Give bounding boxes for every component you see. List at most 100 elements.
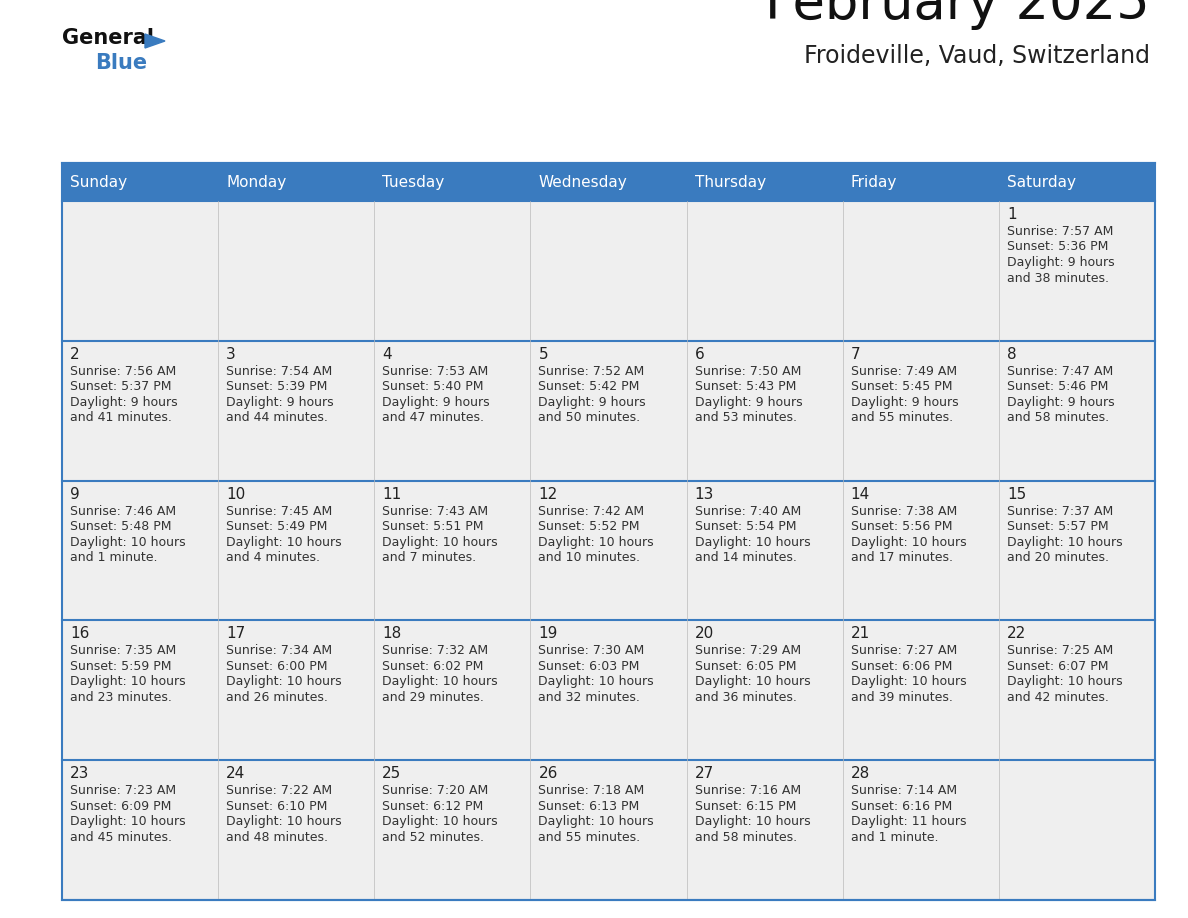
Text: Daylight: 10 hours: Daylight: 10 hours xyxy=(538,535,655,549)
Text: 13: 13 xyxy=(695,487,714,501)
Bar xyxy=(374,760,530,900)
Bar xyxy=(687,201,842,341)
Text: Sunset: 5:56 PM: Sunset: 5:56 PM xyxy=(851,521,953,533)
Text: Daylight: 10 hours: Daylight: 10 hours xyxy=(70,676,185,688)
Text: Sunset: 6:13 PM: Sunset: 6:13 PM xyxy=(538,800,639,812)
Text: 15: 15 xyxy=(1007,487,1026,501)
Text: Sunrise: 7:46 AM: Sunrise: 7:46 AM xyxy=(70,505,176,518)
Text: and 41 minutes.: and 41 minutes. xyxy=(70,411,172,424)
Bar xyxy=(687,341,842,481)
Text: Sunrise: 7:16 AM: Sunrise: 7:16 AM xyxy=(695,784,801,797)
Bar xyxy=(530,760,687,900)
Text: Sunset: 5:46 PM: Sunset: 5:46 PM xyxy=(1007,380,1108,393)
Bar xyxy=(62,341,219,481)
Text: Daylight: 10 hours: Daylight: 10 hours xyxy=(538,815,655,828)
Text: Sunrise: 7:30 AM: Sunrise: 7:30 AM xyxy=(538,644,645,657)
Text: February 2025: February 2025 xyxy=(765,0,1150,30)
Text: Sunrise: 7:29 AM: Sunrise: 7:29 AM xyxy=(695,644,801,657)
Text: Sunrise: 7:43 AM: Sunrise: 7:43 AM xyxy=(383,505,488,518)
Text: Sunset: 5:49 PM: Sunset: 5:49 PM xyxy=(226,521,328,533)
Text: and 10 minutes.: and 10 minutes. xyxy=(538,551,640,564)
Text: Sunset: 5:43 PM: Sunset: 5:43 PM xyxy=(695,380,796,393)
Bar xyxy=(530,201,687,341)
Text: 3: 3 xyxy=(226,347,236,362)
Bar xyxy=(374,201,530,341)
Text: and 29 minutes.: and 29 minutes. xyxy=(383,691,485,704)
Bar xyxy=(842,621,999,760)
Text: 22: 22 xyxy=(1007,626,1026,642)
Text: and 52 minutes.: and 52 minutes. xyxy=(383,831,485,844)
Bar xyxy=(842,341,999,481)
Bar xyxy=(687,760,842,900)
Bar xyxy=(999,341,1155,481)
Text: 26: 26 xyxy=(538,767,558,781)
Text: Froideville, Vaud, Switzerland: Froideville, Vaud, Switzerland xyxy=(804,44,1150,68)
Text: Sunset: 5:57 PM: Sunset: 5:57 PM xyxy=(1007,521,1108,533)
Text: and 38 minutes.: and 38 minutes. xyxy=(1007,272,1108,285)
Text: 2: 2 xyxy=(70,347,80,362)
Bar xyxy=(999,760,1155,900)
Bar xyxy=(842,481,999,621)
Bar xyxy=(374,621,530,760)
Text: Sunrise: 7:53 AM: Sunrise: 7:53 AM xyxy=(383,364,488,378)
Text: Sunset: 5:40 PM: Sunset: 5:40 PM xyxy=(383,380,484,393)
Text: Sunset: 5:42 PM: Sunset: 5:42 PM xyxy=(538,380,640,393)
Text: Daylight: 10 hours: Daylight: 10 hours xyxy=(851,676,966,688)
Text: 16: 16 xyxy=(70,626,89,642)
Text: Sunrise: 7:22 AM: Sunrise: 7:22 AM xyxy=(226,784,333,797)
Text: Sunset: 6:15 PM: Sunset: 6:15 PM xyxy=(695,800,796,812)
Text: 19: 19 xyxy=(538,626,558,642)
Text: Daylight: 9 hours: Daylight: 9 hours xyxy=(538,396,646,409)
Text: and 55 minutes.: and 55 minutes. xyxy=(538,831,640,844)
Text: Sunrise: 7:45 AM: Sunrise: 7:45 AM xyxy=(226,505,333,518)
Text: Sunset: 5:37 PM: Sunset: 5:37 PM xyxy=(70,380,171,393)
Text: and 39 minutes.: and 39 minutes. xyxy=(851,691,953,704)
Text: and 1 minute.: and 1 minute. xyxy=(70,551,158,564)
Bar xyxy=(687,621,842,760)
Text: Thursday: Thursday xyxy=(695,174,766,189)
Text: and 50 minutes.: and 50 minutes. xyxy=(538,411,640,424)
Text: Blue: Blue xyxy=(95,53,147,73)
Text: Daylight: 9 hours: Daylight: 9 hours xyxy=(851,396,959,409)
Text: Sunrise: 7:57 AM: Sunrise: 7:57 AM xyxy=(1007,225,1113,238)
Text: Daylight: 9 hours: Daylight: 9 hours xyxy=(226,396,334,409)
Text: 12: 12 xyxy=(538,487,557,501)
Text: Daylight: 9 hours: Daylight: 9 hours xyxy=(1007,396,1114,409)
Bar xyxy=(999,621,1155,760)
Text: and 58 minutes.: and 58 minutes. xyxy=(695,831,797,844)
Text: Sunset: 5:39 PM: Sunset: 5:39 PM xyxy=(226,380,328,393)
Text: 17: 17 xyxy=(226,626,246,642)
Text: and 17 minutes.: and 17 minutes. xyxy=(851,551,953,564)
Text: Daylight: 10 hours: Daylight: 10 hours xyxy=(538,676,655,688)
Text: and 23 minutes.: and 23 minutes. xyxy=(70,691,172,704)
Text: 7: 7 xyxy=(851,347,860,362)
Text: Daylight: 9 hours: Daylight: 9 hours xyxy=(695,396,802,409)
Bar xyxy=(219,481,374,621)
Text: Sunset: 6:10 PM: Sunset: 6:10 PM xyxy=(226,800,328,812)
Bar xyxy=(62,201,219,341)
Text: 5: 5 xyxy=(538,347,548,362)
Text: and 32 minutes.: and 32 minutes. xyxy=(538,691,640,704)
Text: Daylight: 10 hours: Daylight: 10 hours xyxy=(70,535,185,549)
Text: Sunset: 6:09 PM: Sunset: 6:09 PM xyxy=(70,800,171,812)
Text: 9: 9 xyxy=(70,487,80,501)
Text: 10: 10 xyxy=(226,487,246,501)
Text: Sunrise: 7:23 AM: Sunrise: 7:23 AM xyxy=(70,784,176,797)
Text: Sunrise: 7:25 AM: Sunrise: 7:25 AM xyxy=(1007,644,1113,657)
Text: and 45 minutes.: and 45 minutes. xyxy=(70,831,172,844)
Bar xyxy=(374,341,530,481)
Text: 28: 28 xyxy=(851,767,870,781)
Text: Daylight: 10 hours: Daylight: 10 hours xyxy=(383,815,498,828)
Text: Daylight: 10 hours: Daylight: 10 hours xyxy=(226,535,342,549)
Text: Sunrise: 7:37 AM: Sunrise: 7:37 AM xyxy=(1007,505,1113,518)
Text: Daylight: 9 hours: Daylight: 9 hours xyxy=(1007,256,1114,269)
Text: Sunrise: 7:40 AM: Sunrise: 7:40 AM xyxy=(695,505,801,518)
Bar xyxy=(219,201,374,341)
Text: 6: 6 xyxy=(695,347,704,362)
Bar xyxy=(219,341,374,481)
Text: Sunrise: 7:38 AM: Sunrise: 7:38 AM xyxy=(851,505,958,518)
Text: 20: 20 xyxy=(695,626,714,642)
Bar xyxy=(219,621,374,760)
Polygon shape xyxy=(145,34,165,48)
Text: and 55 minutes.: and 55 minutes. xyxy=(851,411,953,424)
